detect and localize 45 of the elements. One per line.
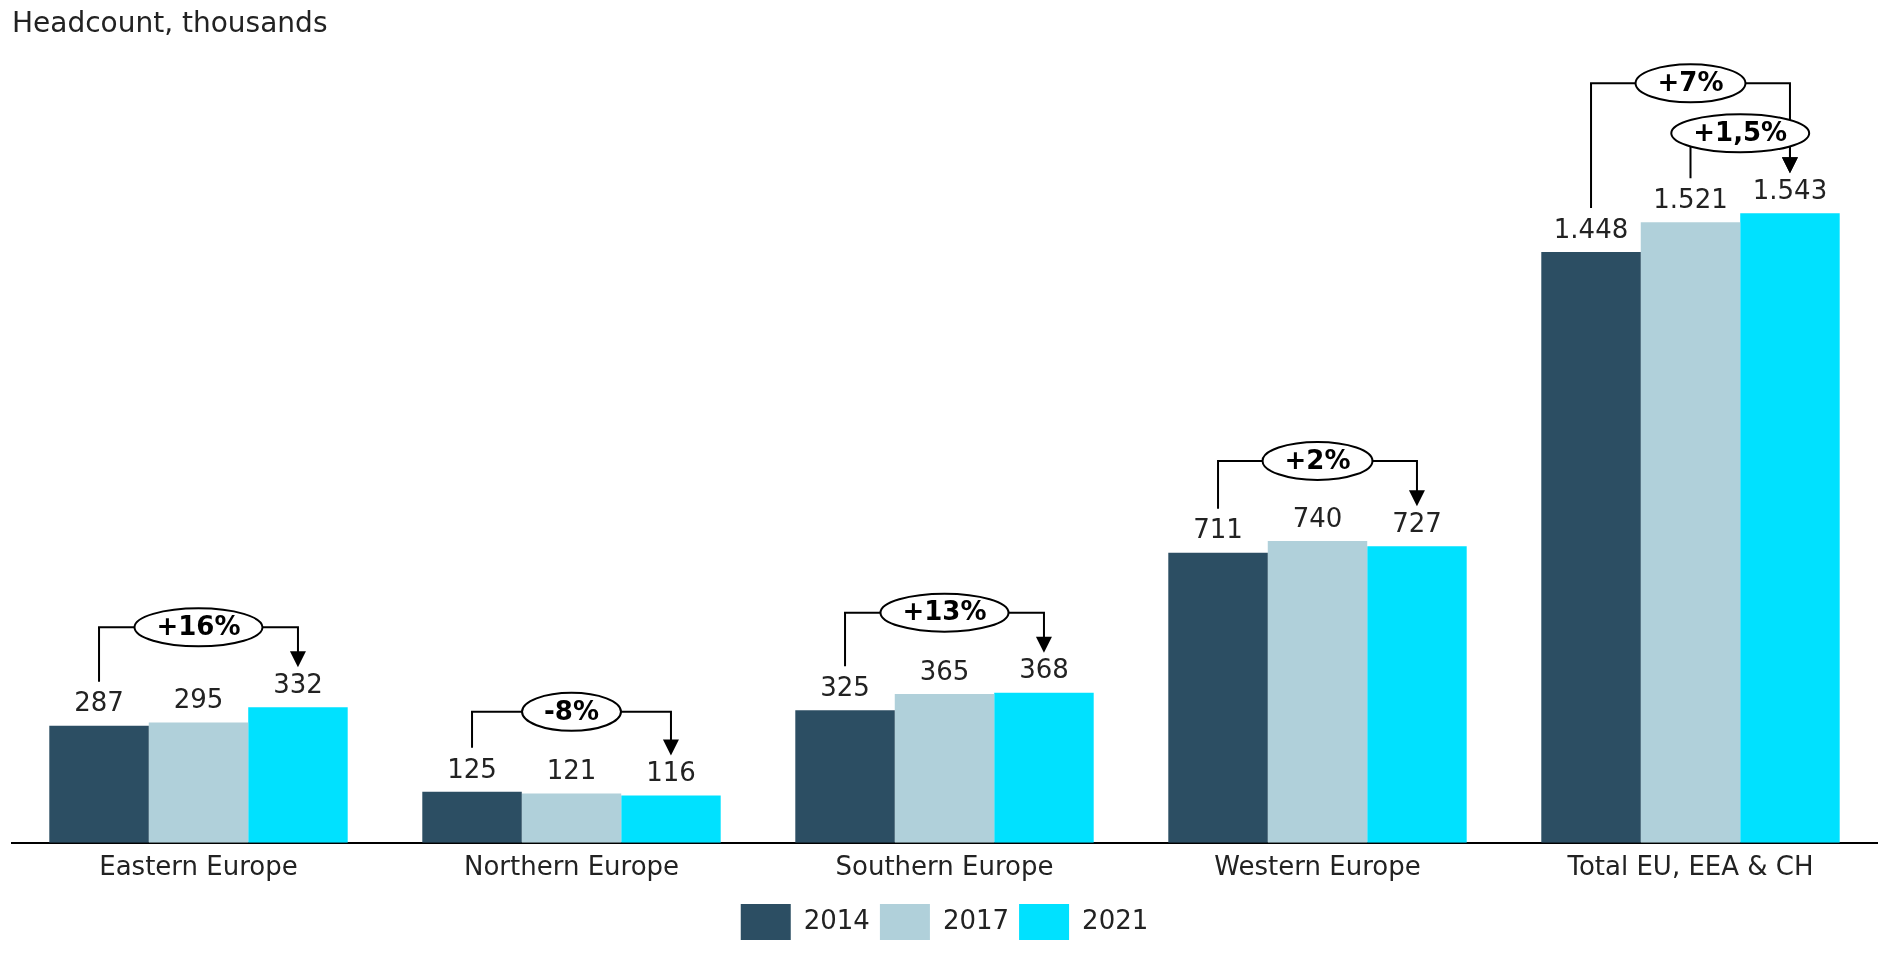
legend-label: 2021 [1082, 904, 1149, 935]
data-label: 125 [447, 753, 497, 784]
x-tick-label: Northern Europe [463, 851, 680, 882]
bar [1168, 552, 1268, 843]
bar [894, 693, 995, 843]
data-label: 295 [173, 684, 224, 715]
bar [248, 707, 348, 843]
legend-label: 2014 [803, 904, 870, 935]
data-label: 116 [646, 757, 696, 788]
data-label: 1.448 [1553, 213, 1629, 244]
bar [422, 791, 522, 843]
data-label: 1.543 [1752, 175, 1828, 206]
bar [1740, 213, 1840, 843]
data-label: 121 [546, 755, 597, 786]
bar [1267, 540, 1368, 843]
bar [521, 793, 622, 843]
bar [1640, 222, 1741, 843]
data-label: 287 [74, 687, 124, 718]
legend-label: 2017 [942, 904, 1010, 935]
x-tick-label: Western Europe [1214, 851, 1421, 882]
bar [148, 722, 249, 843]
bar [1541, 252, 1641, 843]
annotation: +2% [1284, 444, 1351, 475]
bar [621, 795, 721, 843]
data-label: 368 [1019, 654, 1069, 685]
data-label: 1.521 [1653, 183, 1728, 214]
data-label: 325 [820, 671, 870, 702]
bar [1367, 546, 1467, 843]
text: +7% [1657, 67, 1724, 98]
bar [795, 710, 895, 843]
x-tick-label: Southern Europe [835, 851, 1054, 882]
text: +1,5% [1693, 117, 1788, 148]
chart-subtitle: Headcount, thousands [12, 6, 328, 39]
annotation: +13% [902, 596, 987, 627]
data-label: 365 [919, 655, 970, 686]
data-label: 711 [1193, 514, 1243, 545]
bar [49, 725, 149, 843]
data-label: 740 [1292, 502, 1343, 533]
x-tick-label: Eastern Europe [99, 851, 298, 882]
bar [994, 692, 1094, 843]
annotation: -8% [544, 695, 599, 726]
data-label: 727 [1392, 507, 1442, 538]
x-tick-label: Total EU, EEA & CH [1566, 851, 1814, 882]
annotation: +16% [156, 611, 241, 642]
data-label: 332 [273, 669, 323, 700]
